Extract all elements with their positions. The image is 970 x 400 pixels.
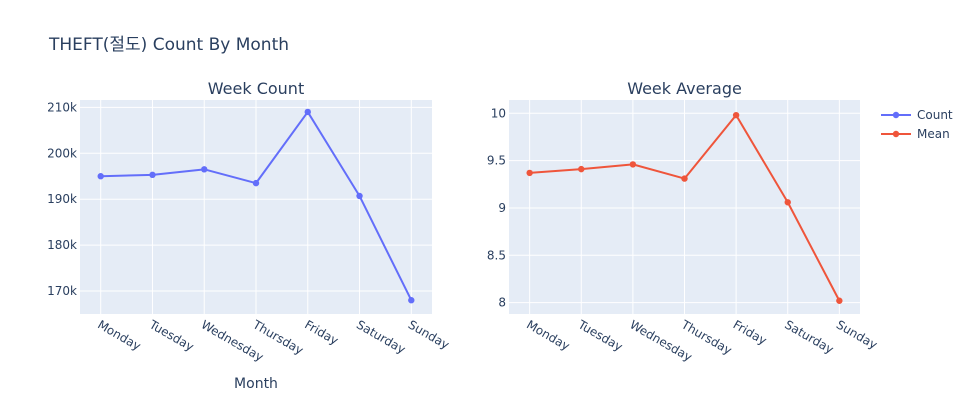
x-axis-title: Month: [234, 376, 278, 392]
y-tick-label: 10: [491, 106, 506, 120]
x-tick-label: Monday: [95, 317, 143, 353]
x-tick-label: Friday: [731, 317, 770, 347]
y-tick-label: 170k: [47, 284, 77, 298]
y-tick-label: 190k: [47, 192, 77, 206]
data-point[interactable]: [578, 165, 585, 173]
data-point[interactable]: [304, 108, 311, 116]
x-tick-label: Saturday: [354, 317, 408, 356]
legend-swatch-marker: [892, 130, 900, 138]
data-point[interactable]: [201, 166, 208, 173]
data-point[interactable]: [149, 171, 156, 179]
data-point[interactable]: [97, 173, 104, 180]
legend-label: Mean: [917, 127, 950, 141]
legend[interactable]: Count Mean: [881, 108, 953, 141]
y-tick-label: 210k: [47, 100, 77, 114]
x-tick-label: Sunday: [834, 317, 880, 352]
data-point[interactable]: [732, 111, 740, 119]
y-tick-label: 180k: [47, 238, 77, 252]
x-tick-label: Monday: [524, 317, 572, 353]
subplot-title: Week Average: [627, 79, 742, 98]
data-point[interactable]: [526, 169, 533, 177]
subplot-title: Week Count: [208, 79, 304, 98]
legend-item[interactable]: Count: [881, 108, 953, 122]
figure-title: THEFT(절도) Count By Month: [48, 35, 289, 55]
y-tick-label: 9.5: [487, 154, 506, 168]
x-tick-label: Tuesday: [146, 317, 196, 354]
data-point[interactable]: [252, 179, 260, 187]
legend-label: Count: [917, 108, 953, 122]
data-point[interactable]: [836, 297, 843, 304]
x-tick-label: Sunday: [406, 317, 452, 352]
legend-item[interactable]: Mean: [881, 127, 950, 141]
data-point[interactable]: [356, 192, 363, 200]
data-point[interactable]: [629, 161, 637, 168]
x-tick-label: Saturday: [782, 317, 836, 356]
x-tick-label: Friday: [302, 317, 341, 347]
legend-swatch-marker: [892, 111, 900, 119]
data-point[interactable]: [681, 175, 688, 182]
y-tick-label: 9: [498, 201, 506, 215]
data-point[interactable]: [784, 199, 791, 206]
y-tick-label: 8: [498, 296, 506, 310]
x-tick-label: Tuesday: [575, 317, 625, 354]
y-tick-label: 200k: [47, 146, 77, 160]
data-point[interactable]: [408, 297, 415, 304]
y-tick-label: 8.5: [487, 248, 506, 262]
